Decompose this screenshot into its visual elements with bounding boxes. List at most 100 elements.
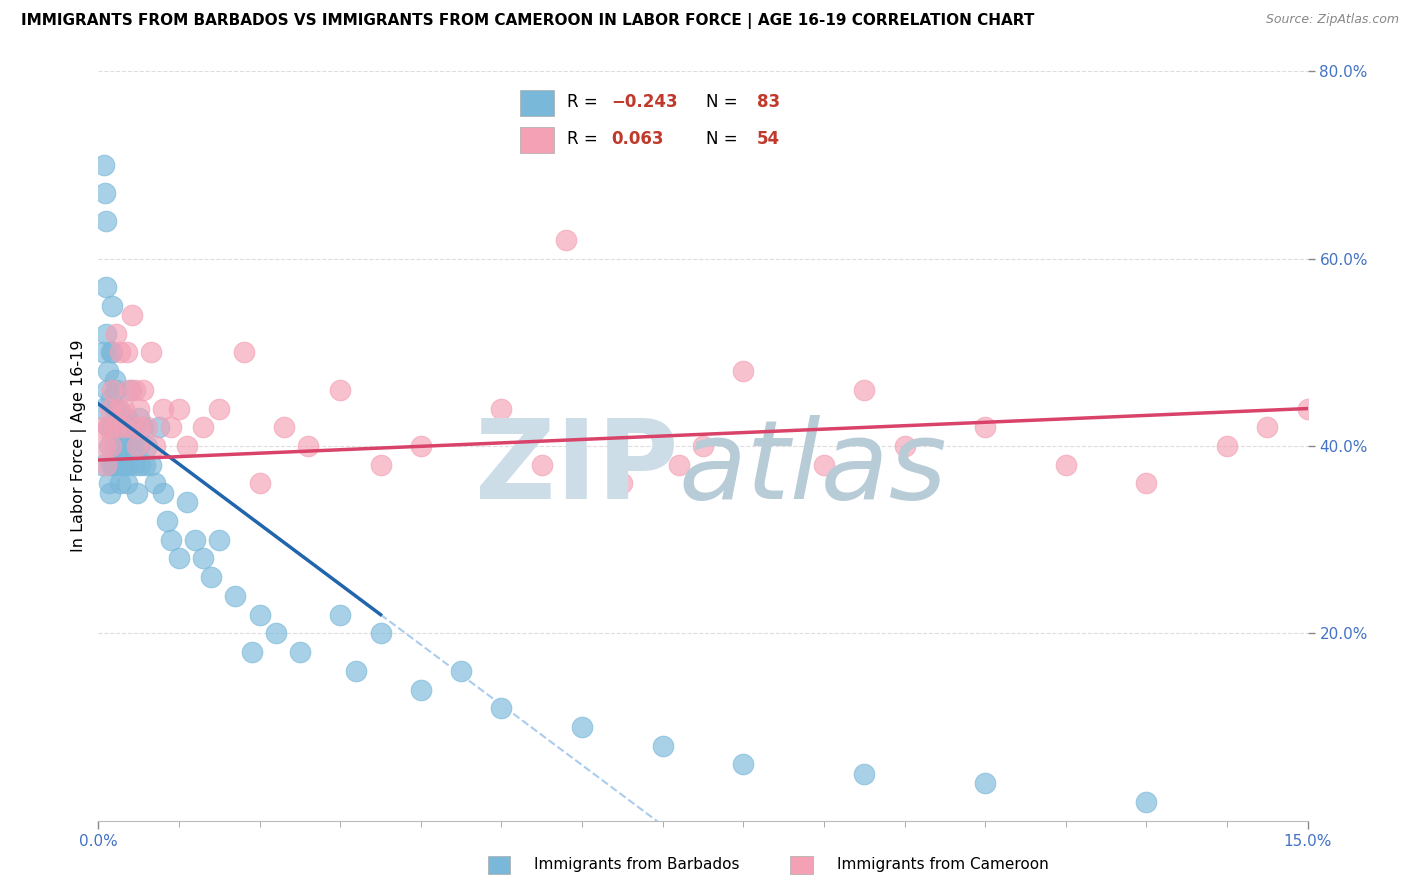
Point — [91, 458, 114, 472]
Point — [491, 401, 513, 416]
Point — [96, 326, 118, 341]
Point — [297, 439, 319, 453]
Point — [127, 439, 149, 453]
Point — [129, 420, 152, 434]
Point — [668, 458, 690, 472]
Point — [135, 439, 157, 453]
Point — [370, 458, 392, 472]
Point — [409, 439, 432, 453]
Point — [101, 383, 124, 397]
Point — [329, 607, 352, 622]
Y-axis label: In Labor Force | Age 16-19: In Labor Force | Age 16-19 — [72, 340, 87, 552]
Point — [344, 664, 367, 678]
Point — [200, 570, 222, 584]
Point — [128, 401, 150, 416]
Point — [249, 607, 271, 622]
Point — [96, 280, 118, 294]
Point — [97, 364, 120, 378]
Point — [152, 485, 174, 500]
Point — [264, 626, 287, 640]
Point — [97, 420, 120, 434]
Point — [115, 410, 138, 425]
Point — [107, 401, 129, 416]
Point — [121, 308, 143, 322]
Point — [1296, 401, 1319, 416]
Point — [152, 401, 174, 416]
Point — [105, 383, 128, 397]
Point — [1256, 420, 1278, 434]
Point — [118, 383, 141, 397]
Point — [115, 439, 138, 453]
Point — [97, 420, 120, 434]
Point — [127, 485, 149, 500]
Point — [176, 495, 198, 509]
Text: IMMIGRANTS FROM BARBADOS VS IMMIGRANTS FROM CAMEROON IN LABOR FORCE | AGE 16-19 : IMMIGRANTS FROM BARBADOS VS IMMIGRANTS F… — [21, 13, 1035, 29]
Point — [232, 345, 254, 359]
Point — [110, 439, 132, 453]
Point — [1054, 458, 1077, 472]
Point — [101, 420, 124, 434]
Point — [100, 345, 122, 359]
Point — [118, 458, 141, 472]
Point — [134, 458, 156, 472]
Point — [167, 551, 190, 566]
Point — [853, 383, 876, 397]
Point — [107, 449, 129, 463]
Point — [128, 439, 150, 453]
Point — [91, 345, 114, 359]
Point — [97, 439, 120, 453]
Point — [288, 645, 311, 659]
Point — [853, 767, 876, 781]
Point — [91, 401, 114, 416]
Point — [124, 383, 146, 397]
Text: Immigrants from Cameroon: Immigrants from Cameroon — [837, 857, 1049, 872]
Point — [135, 420, 157, 434]
Point — [692, 439, 714, 453]
Point — [450, 664, 472, 678]
Point — [491, 701, 513, 715]
Point — [120, 420, 142, 434]
Point — [530, 458, 553, 472]
Point — [103, 401, 125, 416]
Point — [120, 420, 142, 434]
Point — [111, 420, 134, 434]
Point — [167, 401, 190, 416]
Point — [273, 420, 295, 434]
Point — [893, 439, 915, 453]
Point — [129, 458, 152, 472]
Point — [96, 458, 118, 472]
Point — [160, 420, 183, 434]
Point — [156, 514, 179, 528]
Point — [612, 476, 634, 491]
Point — [100, 439, 122, 453]
Point — [101, 298, 124, 313]
Point — [121, 439, 143, 453]
Point — [148, 420, 170, 434]
Point — [91, 420, 114, 434]
Point — [1216, 439, 1239, 453]
Point — [93, 158, 115, 172]
Point — [139, 458, 162, 472]
Point — [120, 383, 142, 397]
Point — [571, 720, 593, 734]
Point — [111, 458, 134, 472]
Point — [104, 439, 127, 453]
Point — [143, 476, 166, 491]
Point — [184, 533, 207, 547]
Point — [112, 420, 135, 434]
Point — [107, 420, 129, 434]
Point — [128, 410, 150, 425]
Point — [329, 383, 352, 397]
Point — [249, 476, 271, 491]
Point — [208, 401, 231, 416]
Point — [101, 345, 124, 359]
Point — [115, 476, 138, 491]
Point — [97, 476, 120, 491]
Point — [733, 757, 755, 772]
Text: Source: ZipAtlas.com: Source: ZipAtlas.com — [1265, 13, 1399, 27]
Point — [974, 776, 997, 790]
Point — [96, 383, 118, 397]
Point — [1135, 476, 1157, 491]
Point — [733, 364, 755, 378]
Point — [224, 589, 246, 603]
